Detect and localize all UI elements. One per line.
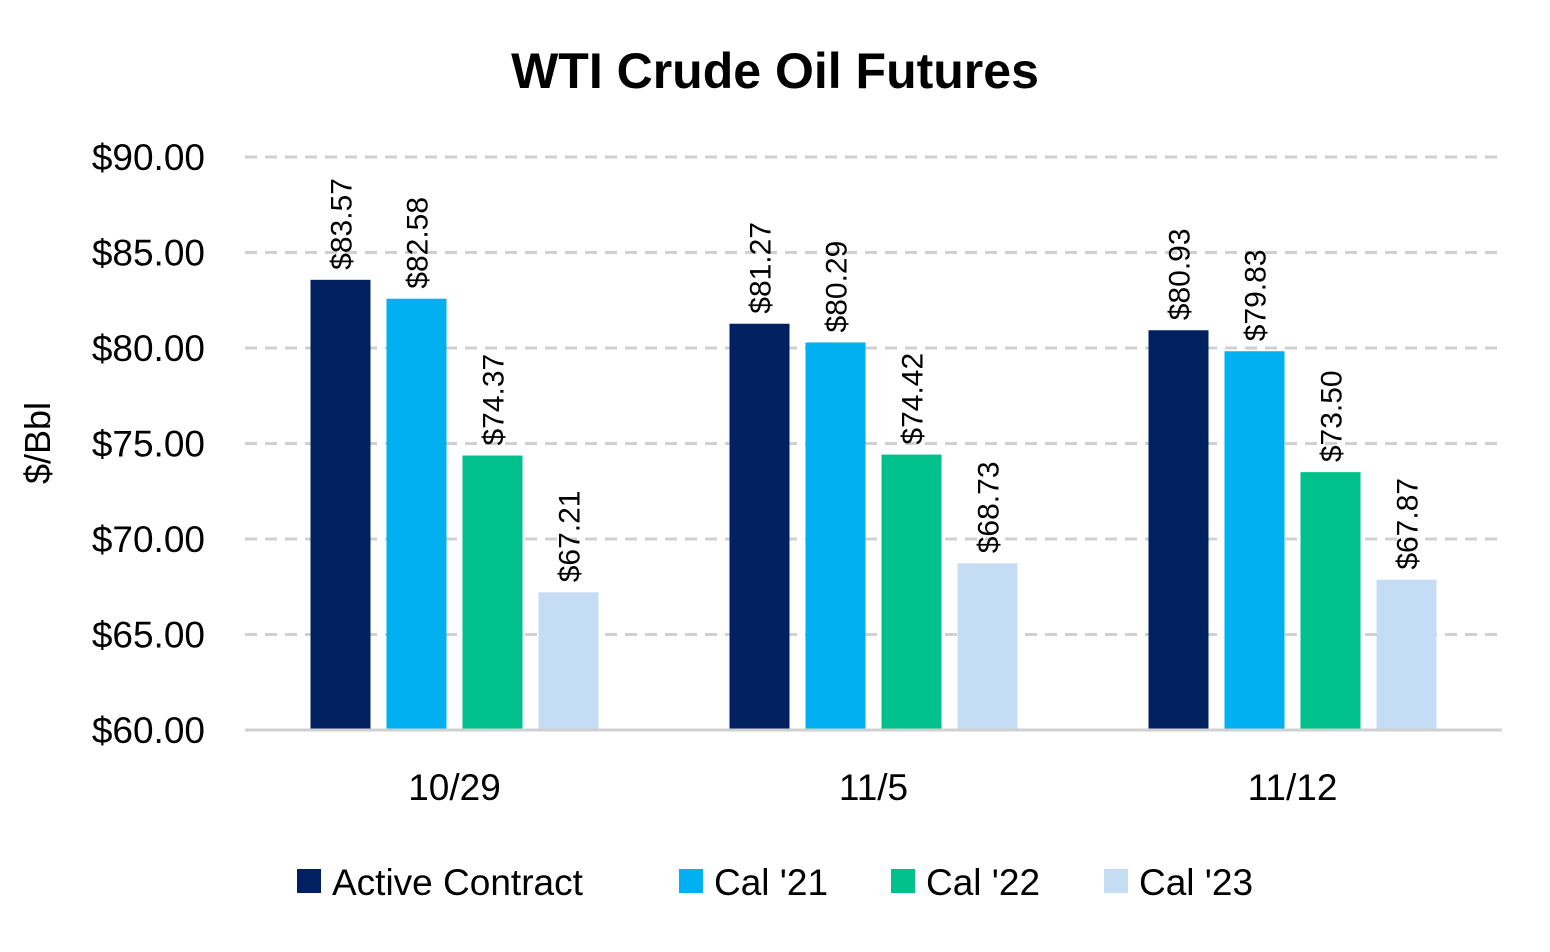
bar — [729, 323, 790, 730]
bar — [1300, 472, 1361, 730]
data-label: $82.58 — [402, 197, 435, 289]
data-label: $67.21 — [554, 491, 587, 583]
chart-title: WTI Crude Oil Futures — [511, 43, 1039, 99]
y-axis-label: $/Bbl — [17, 402, 58, 484]
y-axis-ticks: $60.00 $65.00 $70.00 $75.00 $80.00 $85.00 $90.… — [92, 137, 205, 751]
data-label: $73.50 — [1316, 370, 1349, 462]
data-label: $74.42 — [897, 353, 930, 445]
legend-swatch — [1104, 869, 1128, 893]
legend: Active Contract Cal '21 Cal '22 Cal '23 — [297, 862, 1253, 903]
legend-label: Cal '22 — [926, 862, 1040, 903]
legend-label: Cal '23 — [1139, 862, 1253, 903]
bar — [1148, 330, 1209, 730]
bar — [1376, 579, 1437, 730]
data-label: $74.37 — [478, 354, 511, 446]
bar — [1224, 351, 1285, 730]
data-label: $80.93 — [1164, 228, 1197, 320]
bars: $83.57 $82.58 $74.37 $67.21 $81.27 $80.29 $74.… — [310, 178, 1437, 730]
data-label: $79.83 — [1240, 249, 1273, 341]
x-axis-ticks: 10/29 11/5 11/12 — [408, 767, 1337, 808]
legend-swatch — [297, 869, 321, 893]
bar — [538, 592, 599, 730]
y-tick-label: $65.00 — [92, 615, 205, 656]
data-label: $67.87 — [1392, 478, 1425, 570]
x-tick-label: 10/29 — [408, 767, 501, 808]
bar — [805, 342, 866, 730]
y-tick-label: $75.00 — [92, 424, 205, 465]
bar — [881, 454, 942, 730]
y-tick-label: $70.00 — [92, 519, 205, 560]
gridlines — [245, 155, 1502, 636]
data-label: $81.27 — [745, 222, 778, 314]
legend-label: Active Contract — [332, 862, 584, 903]
bar — [310, 279, 371, 730]
y-tick-label: $80.00 — [92, 328, 205, 369]
data-label: $68.73 — [973, 461, 1006, 553]
x-tick-label: 11/5 — [839, 767, 908, 808]
x-tick-label: 11/12 — [1248, 767, 1338, 808]
data-label: $80.29 — [821, 241, 854, 333]
bar — [386, 298, 447, 730]
bar — [957, 563, 1018, 730]
y-tick-label: $90.00 — [92, 137, 205, 178]
y-tick-label: $60.00 — [92, 710, 205, 751]
legend-swatch — [679, 869, 703, 893]
legend-label: Cal '21 — [714, 862, 828, 903]
legend-swatch — [891, 869, 915, 893]
y-tick-label: $85.00 — [92, 233, 205, 274]
data-label: $83.57 — [326, 178, 359, 270]
bar — [462, 455, 523, 730]
